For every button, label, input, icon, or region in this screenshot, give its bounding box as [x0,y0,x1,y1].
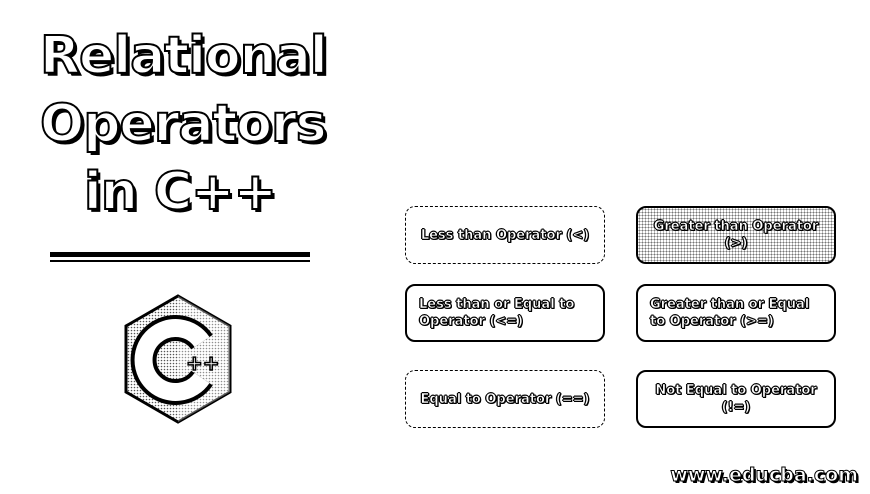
operator-label: Greater than or Equal to Operator (>=) [650,297,810,330]
operator-box-greater-equal: Greater than or Equal to Operator (>=) [636,284,836,342]
title-underline-thick [50,252,310,257]
cpp-logo-icon: ++ [118,290,238,430]
site-watermark: www.educba.com [670,464,859,487]
operator-box-less-than: Less than Operator (<) [405,206,605,264]
title-line-3: in C++ [83,161,278,223]
title-line-1: Relational [39,25,329,87]
operator-box-greater-than: Greater than Operator (>) [636,206,836,264]
title-line-2: Operators [39,93,328,155]
operator-label: Less than or Equal to Operator (<=) [419,297,575,330]
operator-label: Equal to Operator (==) [420,391,590,407]
operator-label: Less than Operator (<) [420,227,590,243]
operator-box-not-equal: Not Equal to Operator (!=) [636,370,836,428]
page-title: Relational Operators in C++ [39,22,329,226]
operator-label: Greater than Operator (>) [653,219,819,252]
title-underline-thin [50,260,310,262]
operator-box-less-equal: Less than or Equal to Operator (<=) [405,284,605,342]
logo-plus-text: ++ [186,351,220,375]
operator-box-equal: Equal to Operator (==) [405,370,605,428]
operator-label: Not Equal to Operator (!=) [655,383,817,416]
